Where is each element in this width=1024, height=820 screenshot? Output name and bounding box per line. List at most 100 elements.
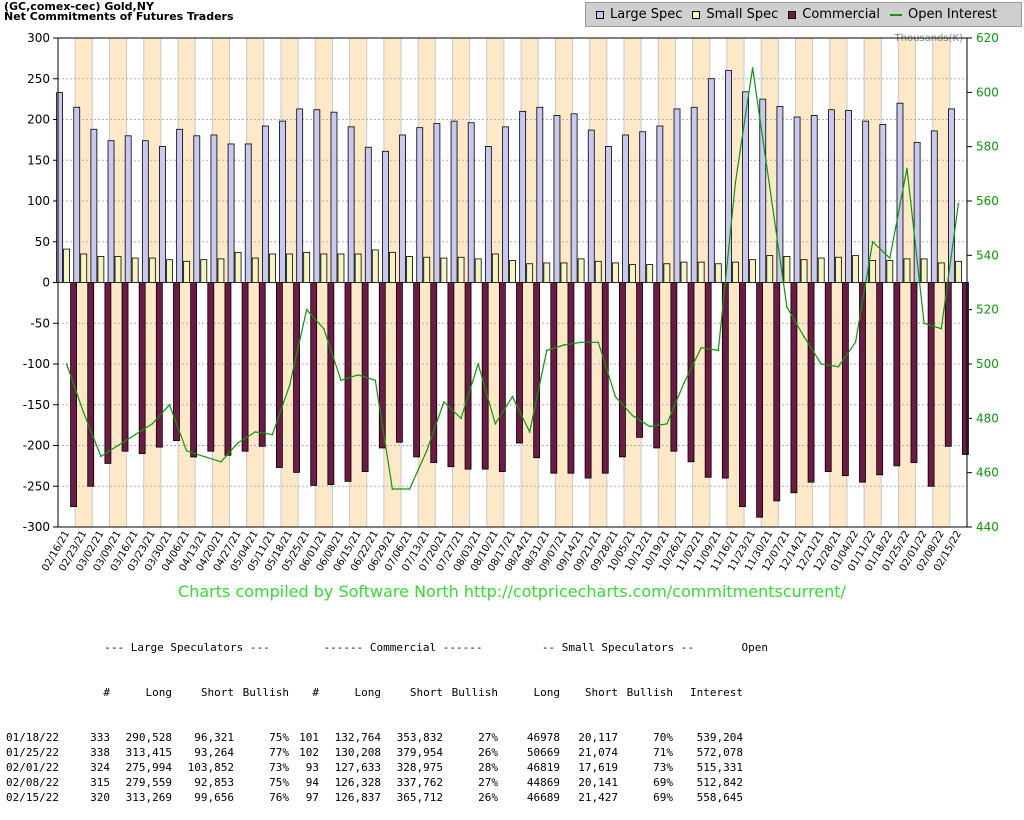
cell-ss-short: 17,619 — [578, 761, 618, 774]
header-open: Open — [741, 641, 769, 654]
bar-large-spec — [279, 120, 286, 283]
cell-ss-long: 46978 — [526, 731, 560, 744]
cell-c-bull: 26% — [478, 746, 498, 759]
bar-commercial — [121, 282, 129, 452]
bar-commercial — [807, 282, 815, 483]
bar-large-spec — [433, 123, 441, 283]
bar-small-spec — [697, 261, 705, 283]
bar-commercial — [773, 282, 781, 502]
bar-small-spec — [680, 261, 688, 283]
bar-small-spec — [509, 260, 516, 283]
y-tick-label: -200 — [23, 439, 50, 453]
open-interest-point — [443, 401, 445, 403]
bar-commercial — [601, 282, 609, 474]
bar-commercial — [70, 282, 77, 508]
bar-small-spec — [251, 257, 259, 283]
bar-large-spec — [502, 126, 509, 283]
bar-commercial — [670, 282, 678, 452]
bar-small-spec — [320, 253, 328, 283]
bar-commercial — [944, 282, 952, 447]
cell-ls-short: 92,853 — [194, 776, 234, 789]
cell-ss-bull: 73% — [653, 761, 673, 774]
y2-tick-label: 600 — [976, 85, 999, 99]
bar-large-spec — [570, 113, 578, 283]
bar-small-spec — [491, 253, 499, 283]
cell-ls-bull: 77% — [269, 746, 289, 759]
bar-commercial — [87, 282, 95, 487]
open-interest-point — [906, 167, 908, 170]
open-interest-point — [511, 395, 514, 398]
open-interest-point — [271, 433, 274, 436]
col-c-long: Long — [354, 686, 382, 699]
plot-frame — [57, 37, 968, 528]
bar-large-spec — [467, 122, 475, 283]
cell-ls-short: 99,656 — [194, 791, 234, 804]
bar-small-spec — [234, 251, 242, 283]
open-interest-point — [923, 322, 925, 325]
bar-commercial — [378, 282, 386, 449]
table-header-1: --- Large Speculators --- ------ Commerc… — [6, 640, 768, 655]
bar-small-spec — [268, 253, 276, 283]
open-interest-point — [340, 379, 342, 382]
cell-c-short: 365,712 — [396, 791, 443, 804]
cell-c-short: 379,954 — [396, 746, 443, 759]
bar-commercial — [104, 282, 112, 464]
open-interest-point — [751, 67, 754, 69]
cell-ls-bull: 76% — [269, 791, 289, 804]
bar-large-spec — [862, 120, 870, 283]
bar-commercial — [430, 282, 438, 464]
bar-commercial — [824, 282, 832, 472]
bar-commercial — [310, 282, 318, 486]
bar-large-spec — [605, 145, 612, 283]
bar-large-spec — [484, 145, 492, 283]
bar-small-spec — [612, 262, 619, 283]
cell-ss-long: 46689 — [526, 791, 560, 804]
cell-date: 01/25/22 — [6, 746, 59, 759]
cell-ss-long: 46819 — [526, 761, 560, 774]
bar-large-spec — [141, 140, 149, 283]
bar-commercial — [241, 282, 249, 452]
bar-small-spec — [200, 259, 208, 283]
y2-tick-label: 540 — [976, 248, 999, 262]
bar-commercial — [859, 282, 866, 483]
open-interest-point — [614, 395, 617, 398]
open-interest-point — [425, 450, 428, 452]
bar-large-spec — [622, 134, 629, 283]
open-interest-point — [580, 341, 582, 344]
bar-commercial — [756, 282, 764, 518]
open-interest-point — [666, 422, 668, 425]
bar-commercial — [155, 282, 163, 448]
table-row: 02/01/22 324 275,994 103,852 73% 93 127,633 328… — [6, 760, 768, 775]
bar-small-spec — [148, 257, 156, 283]
bar-small-spec — [354, 253, 362, 283]
bar-small-spec — [903, 258, 911, 283]
bar-commercial — [636, 282, 643, 438]
y-tick-label: 150 — [27, 153, 50, 167]
bar-commercial — [533, 282, 541, 459]
y2-tick-label: 580 — [976, 140, 999, 154]
cell-ls-long: 313,269 — [125, 791, 172, 804]
bar-large-spec — [90, 128, 98, 283]
cell-c-long: 126,837 — [334, 791, 381, 804]
col-ss-short: Short — [584, 686, 618, 699]
bar-large-spec — [330, 111, 338, 283]
legend-swatch — [692, 10, 701, 19]
open-interest-point — [957, 202, 960, 205]
cell-ls-long: 290,528 — [125, 731, 172, 744]
bar-large-spec — [176, 128, 184, 283]
open-interest-point — [631, 414, 634, 417]
legend-item-open-interest: Open Interest — [890, 7, 997, 22]
bar-small-spec — [577, 258, 585, 283]
bar-large-spec — [261, 125, 269, 283]
bar-small-spec — [183, 260, 191, 283]
cell-ss-short: 20,117 — [578, 731, 618, 744]
cell-ls-num: 333 — [90, 731, 110, 744]
open-interest-point — [854, 341, 857, 344]
open-interest-point — [288, 384, 291, 387]
bar-commercial — [739, 282, 746, 508]
credit-line[interactable]: Charts compiled by Software North http:/… — [178, 582, 846, 601]
bar-commercial — [224, 282, 232, 456]
cell-ls-bull: 73% — [269, 761, 289, 774]
table-row: 02/15/22 320 313,269 99,656 76% 97 126,837 365,… — [6, 790, 768, 805]
cell-ls-short: 103,852 — [187, 761, 234, 774]
